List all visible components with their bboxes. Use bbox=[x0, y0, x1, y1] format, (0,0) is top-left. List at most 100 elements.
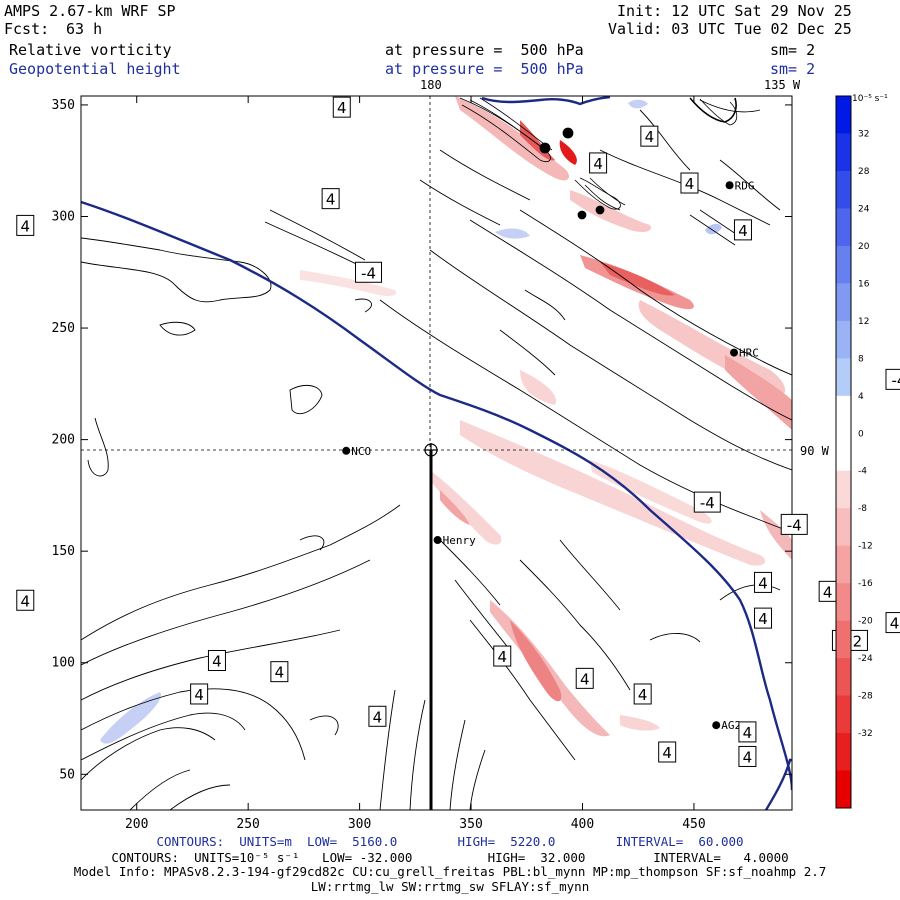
vort-pos-patch bbox=[628, 99, 648, 109]
contour-label: 4 bbox=[321, 188, 340, 210]
contour-label: 4 bbox=[16, 214, 35, 236]
contour-label-value: 4 bbox=[890, 615, 900, 633]
coastline-segment bbox=[689, 97, 737, 123]
contour-line bbox=[81, 237, 272, 303]
vort-neg-core bbox=[600, 262, 675, 296]
geopotential-height-contours bbox=[81, 96, 792, 810]
contour-line bbox=[599, 149, 771, 226]
contour-line bbox=[81, 727, 216, 781]
y-tick-label: 150 bbox=[52, 544, 75, 559]
cluster-marker bbox=[539, 142, 551, 154]
vort-neg-band bbox=[440, 490, 470, 525]
contour-label: 4 bbox=[270, 661, 289, 683]
colorbar-segment bbox=[836, 770, 851, 809]
station-markers: RDG HRC NCO Henry AG2 bbox=[342, 179, 759, 732]
cluster-marker bbox=[595, 205, 605, 215]
contour-label: 4 bbox=[738, 745, 757, 767]
vort-neg-core bbox=[510, 620, 562, 702]
colorbar-tick-label: 32 bbox=[858, 129, 869, 139]
x-tick-label: 450 bbox=[682, 817, 705, 832]
colorbar-tick-label: -12 bbox=[858, 542, 873, 552]
y-tick-label: 250 bbox=[52, 321, 75, 336]
colorbar-segment bbox=[836, 133, 851, 172]
station-dot bbox=[712, 721, 721, 730]
colorbar-segment bbox=[836, 358, 851, 397]
contour-label: 4 bbox=[589, 152, 608, 174]
y-tick-label: 300 bbox=[52, 209, 75, 224]
contour-label: -4 bbox=[355, 261, 383, 283]
contour-label-value: 4 bbox=[580, 670, 590, 688]
contour-label-value: -4 bbox=[891, 371, 900, 389]
colorbar-tick-label: 16 bbox=[858, 279, 870, 289]
vort-pos-patch bbox=[100, 692, 161, 744]
lon-180-label: 180 bbox=[420, 78, 442, 92]
x-tick-label: 400 bbox=[571, 817, 594, 832]
y-tick-label: 350 bbox=[52, 98, 75, 113]
y-tick-label: 50 bbox=[59, 767, 75, 782]
vort-neg-band bbox=[520, 370, 556, 405]
contour-line bbox=[574, 177, 621, 210]
footer-interval: INTERVAL= 60.000 bbox=[615, 834, 744, 849]
x-tick-label: 350 bbox=[459, 817, 482, 832]
lon-90w-label: 90 W bbox=[800, 444, 830, 458]
contour-label-value: 4 bbox=[738, 222, 748, 240]
height-contour-top bbox=[481, 96, 611, 106]
contour-line bbox=[649, 584, 781, 643]
contour-line bbox=[519, 539, 631, 691]
contour-label-value: 4 bbox=[758, 574, 768, 592]
contour-label: 4 bbox=[16, 589, 35, 611]
contour-label: -4 bbox=[693, 491, 721, 513]
vort-neg-band bbox=[430, 470, 502, 545]
colorbar-tick-label: 8 bbox=[858, 354, 864, 364]
colorbar-tick-label: -8 bbox=[858, 504, 867, 514]
contour-value-labels: 4444444444444444444444444444444444444444… bbox=[16, 96, 900, 767]
cluster-marker bbox=[562, 127, 574, 139]
footer-high: HIGH= 5220.0 bbox=[457, 834, 556, 849]
field1-smoothing: sm= 2 bbox=[770, 41, 816, 59]
colorbar-tick-label: 20 bbox=[858, 242, 870, 252]
contour-label: 4 bbox=[575, 667, 594, 689]
height-contour-bottom bbox=[764, 758, 792, 810]
colorbar-tick-label: 28 bbox=[858, 167, 870, 177]
contour-line bbox=[439, 539, 576, 761]
station-dot bbox=[342, 446, 351, 455]
station-dot bbox=[433, 536, 442, 545]
contour-label: -4 bbox=[780, 513, 808, 535]
colorbar-tick-label: -24 bbox=[858, 654, 873, 664]
contour-label-value: -4 bbox=[700, 494, 715, 512]
contour-label-value: 4 bbox=[685, 175, 695, 193]
colorbar-segment bbox=[836, 508, 851, 547]
vort-neg-band bbox=[620, 715, 660, 731]
model-title: AMPS 2.67-km WRF SP bbox=[4, 2, 176, 20]
station-dot bbox=[730, 348, 739, 357]
colorbar-segment bbox=[836, 283, 851, 322]
station-dot bbox=[725, 181, 734, 190]
height-contour-5160 bbox=[81, 200, 792, 791]
contour-line bbox=[87, 417, 109, 477]
colorbar-segment bbox=[836, 395, 851, 434]
contour-label-value: 4 bbox=[823, 583, 833, 601]
colorbar-unit: 10⁻⁵ s⁻¹ bbox=[852, 94, 888, 104]
field1-name: Relative vorticity bbox=[9, 41, 172, 59]
contour-label: 4 bbox=[658, 741, 677, 763]
contour-line bbox=[81, 629, 341, 701]
contour-label: 4 bbox=[754, 607, 773, 629]
contour-label-value: 4 bbox=[743, 748, 753, 766]
contour-label-value: 4 bbox=[275, 664, 285, 682]
colorbar-segment bbox=[836, 695, 851, 734]
station-label: HRC bbox=[739, 347, 759, 360]
colorbar-segment bbox=[836, 320, 851, 359]
forecast-label: Fcst: bbox=[4, 20, 50, 38]
station-label: RDG bbox=[735, 179, 755, 192]
contour-label-value: -4 bbox=[787, 516, 802, 534]
contour-line bbox=[499, 289, 566, 376]
vort-neg-core bbox=[559, 140, 577, 165]
contour-label-value: 4 bbox=[326, 191, 336, 209]
colorbar-segment bbox=[836, 545, 851, 584]
contour-line bbox=[379, 299, 792, 533]
contour-label: 4 bbox=[733, 219, 752, 241]
footer-model-info: Model Info: MPASv8.2.3-194-gf29cd82c CU:… bbox=[73, 864, 827, 879]
contour-label: 4 bbox=[738, 721, 757, 743]
contour-label-value: 4 bbox=[373, 708, 383, 726]
footer-vorticity-contours: CONTOURS: UNITS=10⁻⁵ s⁻¹ LOW= -32.000 HI… bbox=[111, 850, 789, 865]
